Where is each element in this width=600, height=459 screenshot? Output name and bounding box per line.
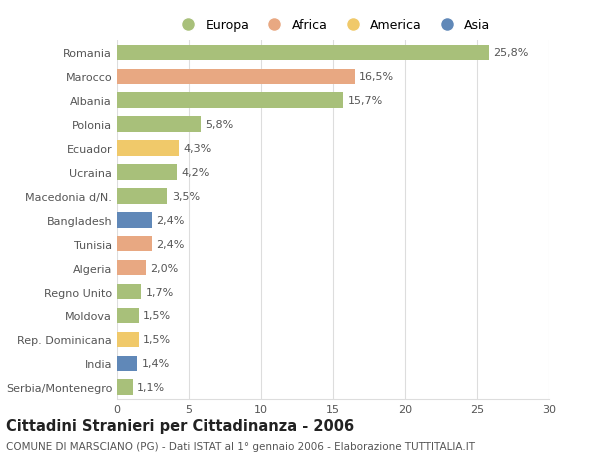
Bar [117,165,178,180]
Text: 2,4%: 2,4% [156,215,184,225]
Text: 15,7%: 15,7% [347,96,383,106]
Bar [117,93,343,109]
Bar [117,236,152,252]
Bar [117,117,200,133]
Text: 1,7%: 1,7% [146,287,174,297]
Bar [117,332,139,347]
Text: 1,1%: 1,1% [137,382,165,392]
Bar [117,308,139,324]
Text: 3,5%: 3,5% [172,191,200,202]
Text: COMUNE DI MARSCIANO (PG) - Dati ISTAT al 1° gennaio 2006 - Elaborazione TUTTITAL: COMUNE DI MARSCIANO (PG) - Dati ISTAT al… [6,441,475,451]
Bar [117,45,488,61]
Text: 2,4%: 2,4% [156,239,184,249]
Legend: Europa, Africa, America, Asia: Europa, Africa, America, Asia [175,19,491,32]
Text: 4,2%: 4,2% [182,168,210,178]
Text: Cittadini Stranieri per Cittadinanza - 2006: Cittadini Stranieri per Cittadinanza - 2… [6,418,354,433]
Text: 2,0%: 2,0% [150,263,178,273]
Bar [117,213,152,228]
Bar [117,69,355,85]
Bar [117,260,146,276]
Bar [117,189,167,204]
Bar [117,141,179,157]
Bar [117,284,142,300]
Text: 1,5%: 1,5% [143,311,171,321]
Text: 1,5%: 1,5% [143,335,171,345]
Text: 16,5%: 16,5% [359,72,394,82]
Bar [117,380,133,395]
Text: 5,8%: 5,8% [205,120,233,130]
Bar [117,356,137,371]
Text: 4,3%: 4,3% [183,144,211,154]
Text: 25,8%: 25,8% [493,48,528,58]
Text: 1,4%: 1,4% [142,358,170,369]
